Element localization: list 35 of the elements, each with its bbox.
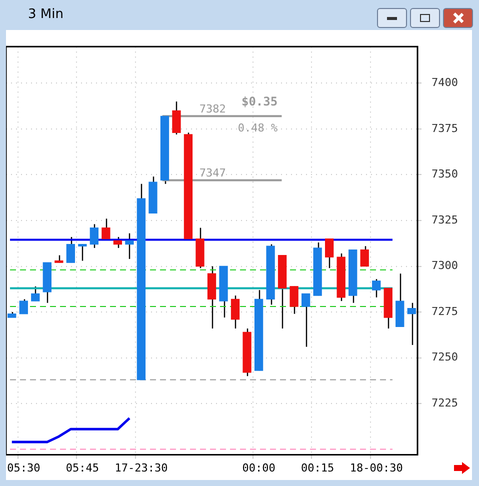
candlestick	[102, 218, 110, 240]
candlestick	[325, 238, 334, 269]
chart-title: 3 Min	[28, 7, 64, 22]
ref-line-label: 7382	[199, 102, 226, 116]
x-tick-label: 17-23:30	[114, 461, 168, 474]
x-tick-label: 00:15	[301, 461, 334, 474]
x-tick-label: 00:00	[242, 461, 276, 474]
annotation: $0.35	[241, 94, 278, 109]
x-tick-label: 05:45	[66, 461, 99, 474]
y-tick-label: 7400	[432, 76, 458, 90]
candlestick	[19, 298, 28, 314]
candlestick	[172, 100, 181, 136]
ref-line-label: 7347	[199, 166, 226, 180]
y-tick-label: 7225	[432, 396, 458, 410]
candlestick	[372, 278, 381, 298]
candlestick	[360, 246, 369, 267]
y-tick-label: 7275	[432, 304, 458, 318]
y-tick-label: 7325	[432, 213, 458, 226]
x-tick-label: 05:30	[7, 461, 40, 474]
y-tick-label: 7375	[432, 122, 458, 135]
candlestick	[407, 302, 416, 346]
y-tick-label: 7350	[432, 168, 458, 181]
candlestick	[31, 286, 40, 302]
candlestick	[66, 236, 75, 264]
y-tick-label: 7250	[432, 350, 458, 364]
candlestick	[78, 244, 87, 262]
y-tick-label: 7300	[432, 259, 458, 272]
candlestick	[113, 236, 122, 249]
candlestick	[90, 224, 99, 249]
candlestick	[290, 286, 298, 314]
candlestick	[125, 232, 134, 260]
candlestick	[301, 293, 310, 348]
annotation: 0.48 %	[238, 121, 278, 134]
candlestick	[230, 294, 240, 330]
x-tick-label: 18-00:30	[350, 461, 403, 474]
